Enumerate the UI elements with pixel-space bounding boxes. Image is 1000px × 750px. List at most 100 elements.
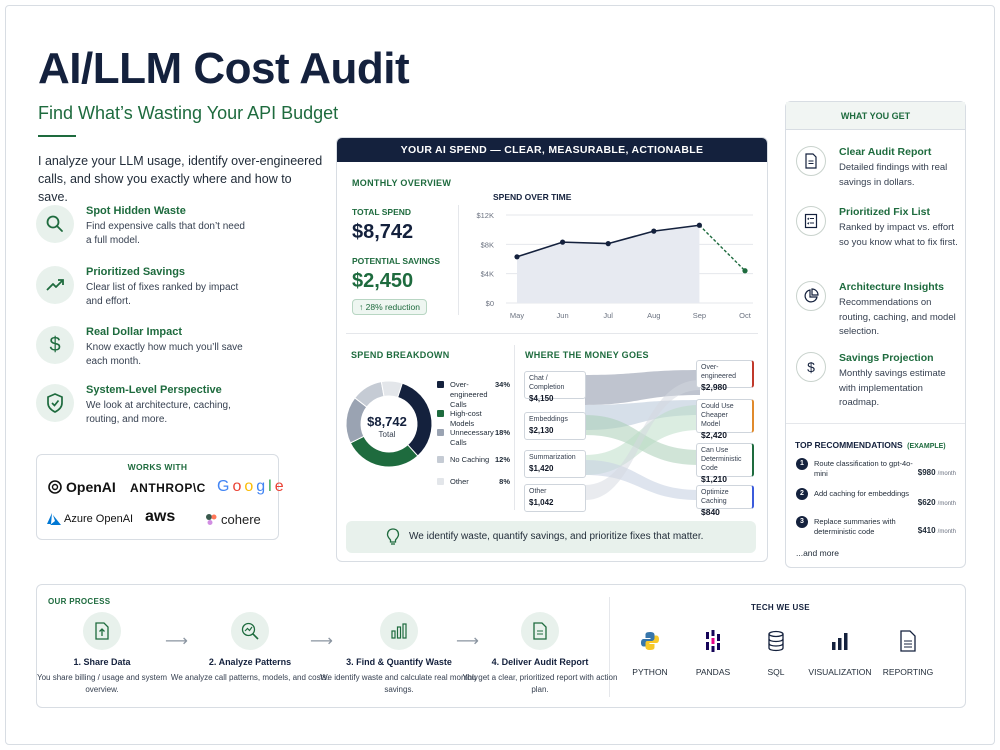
spend-area: [517, 225, 700, 303]
sankey-source: Embeddings $2,130: [524, 412, 586, 440]
recommendation-item: 1 Route classification to gpt-4o-mini $9…: [796, 458, 956, 488]
recommendation-amount: $620 /month: [917, 498, 956, 507]
feature-title: Spot Hidden Waste: [86, 205, 186, 217]
arrow-right-icon: ⟶: [310, 633, 333, 650]
x-tick-label: Jul: [603, 311, 613, 320]
recommendation-item: 2 Add caching for embeddings $620 /month: [796, 488, 956, 518]
data-point: [742, 268, 748, 274]
database-icon: [741, 630, 811, 657]
recommendation-item: 3 Replace summaries with deterministic c…: [796, 516, 956, 546]
tech-pandas: PANDAS: [678, 630, 748, 677]
sankey-target: Over-engineered $2,980: [696, 360, 754, 392]
process-step-4: 4. Deliver Audit Report You get a clear,…: [460, 612, 620, 696]
get-item-desc: Monthly savings estimate with implementa…: [839, 368, 946, 408]
potential-savings-label: POTENTIAL SAVINGS: [352, 256, 441, 266]
recommendation-number: 2: [796, 488, 808, 500]
x-tick-label: Jun: [557, 311, 569, 320]
process-step-1: 1. Share Data You share billing / usage …: [22, 612, 182, 696]
total-spend-label: TOTAL SPEND: [352, 207, 412, 217]
tip-text: We identify waste, quantify savings, and…: [409, 531, 704, 542]
page-title: AI/LLM Cost Audit: [38, 44, 410, 93]
step-desc: You get a clear, prioritized report with…: [462, 673, 618, 694]
checklist-icon: [796, 206, 826, 236]
lightbulb-icon: [386, 528, 400, 551]
tech-label: SQL: [767, 667, 785, 677]
arrow-right-icon: ⟶: [456, 633, 479, 650]
search-icon: [36, 205, 74, 243]
report-icon: [873, 630, 943, 657]
x-tick-label: Sep: [693, 311, 706, 320]
legend-swatch: [437, 381, 444, 388]
recommendation-amount: $410 /month: [917, 526, 956, 535]
feature-title: Prioritized Savings: [86, 266, 186, 278]
projected-line: [698, 224, 746, 272]
anthropic-logo: ANTHROP\C: [130, 481, 206, 495]
get-item-title: Prioritized Fix List: [839, 206, 931, 218]
legend-swatch: [437, 478, 444, 485]
data-point: [651, 228, 657, 234]
feature-system-perspective: System-Level Perspective We look at arch…: [36, 384, 306, 432]
donut-center-label: Total: [378, 430, 396, 439]
spend-breakdown-donut: [345, 380, 433, 468]
tech-label: VISUALIZATION: [808, 667, 872, 677]
monthly-overview-heading: MONTHLY OVERVIEW: [352, 178, 452, 188]
feature-title: Real Dollar Impact: [86, 326, 182, 338]
where-money-goes-heading: WHERE THE MONEY GOES: [525, 350, 649, 360]
step-desc: We identify waste and calculate real mon…: [320, 673, 478, 694]
tech-python: PYTHON: [615, 630, 685, 677]
legend-swatch: [437, 456, 444, 463]
what-you-get-heading: WHAT YOU GET: [786, 102, 965, 130]
get-item-title: Architecture Insights: [839, 281, 945, 293]
data-point: [560, 239, 566, 245]
spend-card-header: YOUR AI SPEND — CLEAR, MEASURABLE, ACTIO…: [337, 138, 767, 162]
flow-band: [585, 460, 700, 500]
tech-label: PANDAS: [695, 667, 731, 677]
sankey-target: Can Use Deterministic Code $1,210: [696, 443, 754, 484]
legend-swatch: [437, 410, 444, 417]
azure-openai-logo: Azure OpenAI: [47, 513, 133, 525]
tech-reporting: REPORTING: [873, 630, 943, 677]
shield-icon: [36, 384, 74, 422]
spend-over-time-chart: SPEND OVER TIME May Jun Jul Aug Sep Oct $12K $…: [476, 192, 753, 320]
document-icon: [796, 146, 826, 176]
get-item-desc: Detailed findings with real savings in d…: [839, 162, 948, 188]
get-item-title: Clear Audit Report: [839, 146, 932, 158]
feature-dollar-impact: $ Real Dollar Impact Know exactly how mu…: [36, 326, 306, 374]
aws-logo: aws: [145, 508, 176, 525]
step-title: 4. Deliver Audit Report: [491, 657, 589, 667]
process-step-2: 2. Analyze Patterns We analyze call patt…: [170, 612, 330, 684]
report-icon: [521, 612, 559, 650]
intro-text: I analyze your LLM usage, identify over-…: [38, 154, 323, 204]
feature-title: System-Level Perspective: [86, 384, 222, 396]
donut-center: $8,742 Total: [352, 414, 422, 439]
feature-desc: Clear list of fixes ranked by impact and…: [86, 282, 239, 307]
step-desc: You share billing / usage and system ove…: [36, 673, 167, 694]
page-subtitle: Find What’s Wasting Your API Budget: [38, 103, 339, 123]
tech-label: PYTHON: [632, 667, 668, 677]
y-tick-label: $12K: [476, 211, 494, 220]
tech-heading: TECH WE USE: [751, 603, 810, 612]
flow-band: [585, 370, 700, 405]
tech-label: REPORTING: [882, 667, 934, 677]
legend-label: High-cost Models: [450, 409, 482, 428]
dollar-icon: $: [36, 326, 74, 364]
recommendation-amount: $980 /month: [917, 468, 956, 477]
y-tick-label: $4K: [481, 270, 494, 279]
legend-percent: 34%: [494, 380, 510, 389]
feature-desc: We look at architecture, caching, routin…: [86, 400, 231, 425]
recommendation-text: Replace summaries with deterministic cod…: [814, 517, 896, 536]
get-item-desc: Ranked by impact vs. effort so you know …: [839, 222, 958, 248]
openai-logo: OpenAI: [47, 479, 116, 495]
chart-title: SPEND OVER TIME: [493, 192, 572, 202]
step-desc: We analyze call patterns, models, and co…: [170, 673, 330, 682]
legend-label: Unnecessary Calls: [450, 428, 494, 447]
recommendation-text: Add caching for embeddings: [814, 489, 910, 498]
trend-up-icon: [36, 266, 74, 304]
step-title: 3. Find & Quantify Waste: [346, 657, 452, 667]
sankey-source: Chat / Completion $4,150: [524, 371, 586, 403]
tip-banner: We identify waste, quantify savings, and…: [346, 521, 756, 553]
tech-visualization: VISUALIZATION: [805, 630, 875, 677]
x-tick-label: Oct: [739, 311, 752, 320]
breakdown-divider: [514, 345, 515, 510]
